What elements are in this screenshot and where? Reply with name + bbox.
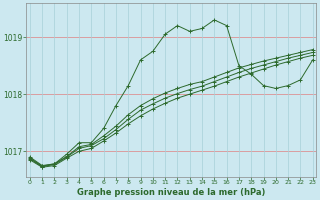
X-axis label: Graphe pression niveau de la mer (hPa): Graphe pression niveau de la mer (hPa) [77,188,266,197]
